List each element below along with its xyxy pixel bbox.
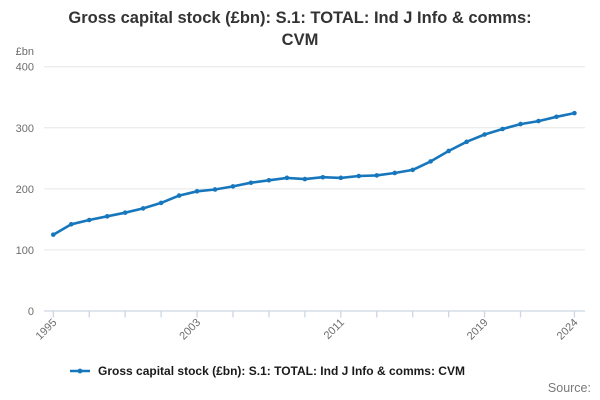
svg-text:2003: 2003 — [177, 317, 203, 343]
plot-area: 0 100 200 300 400 1995 2003 2011 2019 2024 — [16, 62, 585, 343]
line-series-legend-icon — [70, 368, 91, 374]
svg-text:2024: 2024 — [555, 317, 581, 343]
svg-text:2019: 2019 — [465, 317, 491, 343]
source-note: Source: — [547, 381, 591, 395]
svg-text:400: 400 — [16, 62, 34, 74]
svg-text:100: 100 — [16, 245, 34, 257]
legend[interactable]: Gross capital stock (£bn): S.1: TOTAL: I… — [0, 362, 535, 380]
legend-label: Gross capital stock (£bn): S.1: TOTAL: I… — [98, 364, 465, 378]
svg-text:0: 0 — [28, 306, 34, 318]
svg-text:2011: 2011 — [322, 317, 347, 342]
svg-text:1995: 1995 — [34, 317, 60, 343]
svg-text:200: 200 — [16, 184, 34, 196]
chart-title-line-2: CVM — [281, 31, 319, 49]
chart-title: Gross capital stock (£bn): S.1: TOTAL: I… — [0, 7, 600, 51]
chart-title-line-1: Gross capital stock (£bn): S.1: TOTAL: I… — [68, 9, 532, 27]
y-axis-unit-label: £bn — [15, 46, 34, 58]
svg-text:300: 300 — [16, 123, 34, 135]
